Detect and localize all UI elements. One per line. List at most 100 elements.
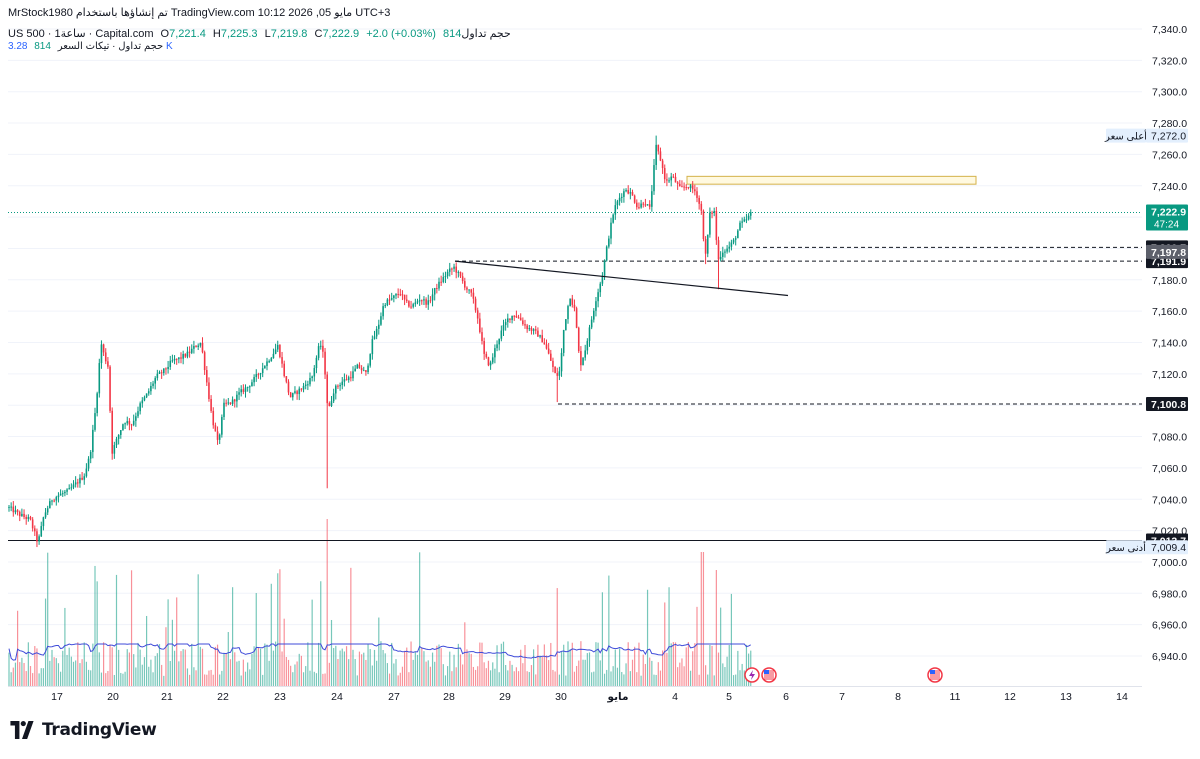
indicator-legend[interactable]: حجم تداول · تيكات السعر 814 3.28 K — [8, 41, 173, 52]
candle-body — [289, 392, 292, 398]
volume-bar — [429, 666, 431, 686]
candle-body — [369, 354, 371, 366]
symbol-legend[interactable]: US 500 · 1ساعة · Capital.com O7,221.4 H7… — [8, 27, 511, 40]
volume-bar — [713, 675, 715, 686]
supply-zone — [686, 175, 977, 185]
volume-bar — [253, 646, 255, 686]
volume-bar — [25, 671, 27, 686]
candle-body — [203, 352, 206, 371]
volume-bar — [541, 656, 543, 686]
volume-bar — [567, 641, 569, 686]
level-7100-8-tag-label: 7,100.8 — [1151, 399, 1186, 411]
candle-body — [730, 242, 733, 247]
candle-body — [423, 299, 425, 301]
volume-bar — [401, 666, 404, 686]
volume-bar — [51, 649, 53, 686]
volume-bar — [55, 658, 57, 686]
volume-bar — [275, 641, 277, 686]
candle-body — [169, 360, 172, 367]
volume-bar — [453, 654, 455, 686]
volume-bar — [666, 652, 668, 686]
grid — [8, 28, 1142, 657]
flash-event-icon[interactable] — [744, 667, 760, 683]
candle-body — [345, 379, 348, 381]
volume-bar — [287, 659, 290, 686]
current-price-bg — [1146, 204, 1188, 231]
volume-bar — [644, 663, 646, 686]
candle-body — [8, 506, 10, 508]
candle-body — [36, 531, 38, 542]
volume-bar — [210, 669, 212, 686]
us-flag-event-icon-2[interactable] — [927, 667, 943, 683]
volume-bar — [272, 650, 275, 686]
volume-bar — [378, 617, 380, 686]
candle-body — [29, 516, 32, 520]
candle-body — [102, 344, 105, 353]
volume-bar — [369, 649, 371, 686]
volume-bar — [305, 666, 307, 686]
candle-body — [27, 516, 30, 519]
candle-body — [319, 345, 322, 347]
candle-body — [51, 500, 53, 502]
us-flag-event-icon[interactable] — [761, 667, 777, 683]
volume-bar — [657, 662, 659, 686]
supply-zone-rect — [686, 175, 977, 185]
volume-bar — [558, 674, 560, 686]
volume-bar — [72, 661, 75, 686]
volume-bar — [367, 644, 369, 686]
volume-bar — [474, 669, 477, 686]
volume-bar — [158, 644, 161, 686]
candle-body — [416, 301, 419, 303]
volume-bar — [79, 663, 81, 686]
candle-body — [25, 516, 27, 519]
volume-bar — [685, 647, 687, 686]
candle-body — [87, 458, 90, 469]
volume-bar — [167, 599, 169, 686]
candle-body — [580, 351, 582, 366]
volume-bar — [457, 643, 459, 686]
candle-body — [403, 294, 406, 300]
candle-body — [672, 176, 675, 178]
candle-body — [294, 391, 296, 394]
level-7191-9-tag-label: 7,191.9 — [1151, 256, 1186, 268]
candle-body — [307, 384, 309, 386]
volume-bar — [307, 642, 309, 686]
y-tick-label: 7,180.0 — [1152, 275, 1187, 287]
candle-body — [586, 340, 589, 351]
candle-body — [685, 187, 688, 189]
volume-bar — [571, 642, 573, 686]
volume-bar — [281, 651, 283, 686]
volume-bar — [197, 574, 199, 686]
volume-bar — [681, 658, 683, 686]
volume-bar — [447, 666, 449, 686]
volume-bar — [320, 581, 322, 686]
candle-body — [38, 536, 40, 542]
candle-body — [569, 298, 571, 307]
candle-body — [691, 185, 694, 190]
event-icons — [744, 667, 943, 683]
candle-body — [85, 468, 88, 477]
volume-bar — [743, 670, 745, 686]
symbol-line[interactable]: US 500 · 1ساعة · Capital.com — [8, 28, 154, 40]
volume-bar — [315, 673, 318, 686]
x-tick-label: 7 — [839, 691, 845, 703]
candle-body — [663, 168, 666, 180]
volume-bar — [659, 670, 662, 686]
volume-bar — [277, 573, 279, 686]
open-label: O — [160, 28, 170, 40]
volume-bar — [180, 651, 182, 686]
candle-body — [713, 210, 715, 213]
candle-body — [23, 513, 25, 517]
volume-bar — [292, 672, 294, 686]
candle-body — [249, 386, 251, 388]
author-name: MrStock1980 — [8, 7, 73, 19]
volume-bar — [44, 598, 47, 686]
tradingview-brand[interactable]: TradingView — [8, 719, 157, 741]
indicator-label[interactable]: حجم تداول · تيكات السعر — [57, 41, 164, 52]
candle-body — [386, 299, 389, 306]
y-tick-label: 6,940.0 — [1152, 651, 1187, 663]
candle-body — [528, 328, 531, 330]
candle-body — [483, 341, 485, 354]
